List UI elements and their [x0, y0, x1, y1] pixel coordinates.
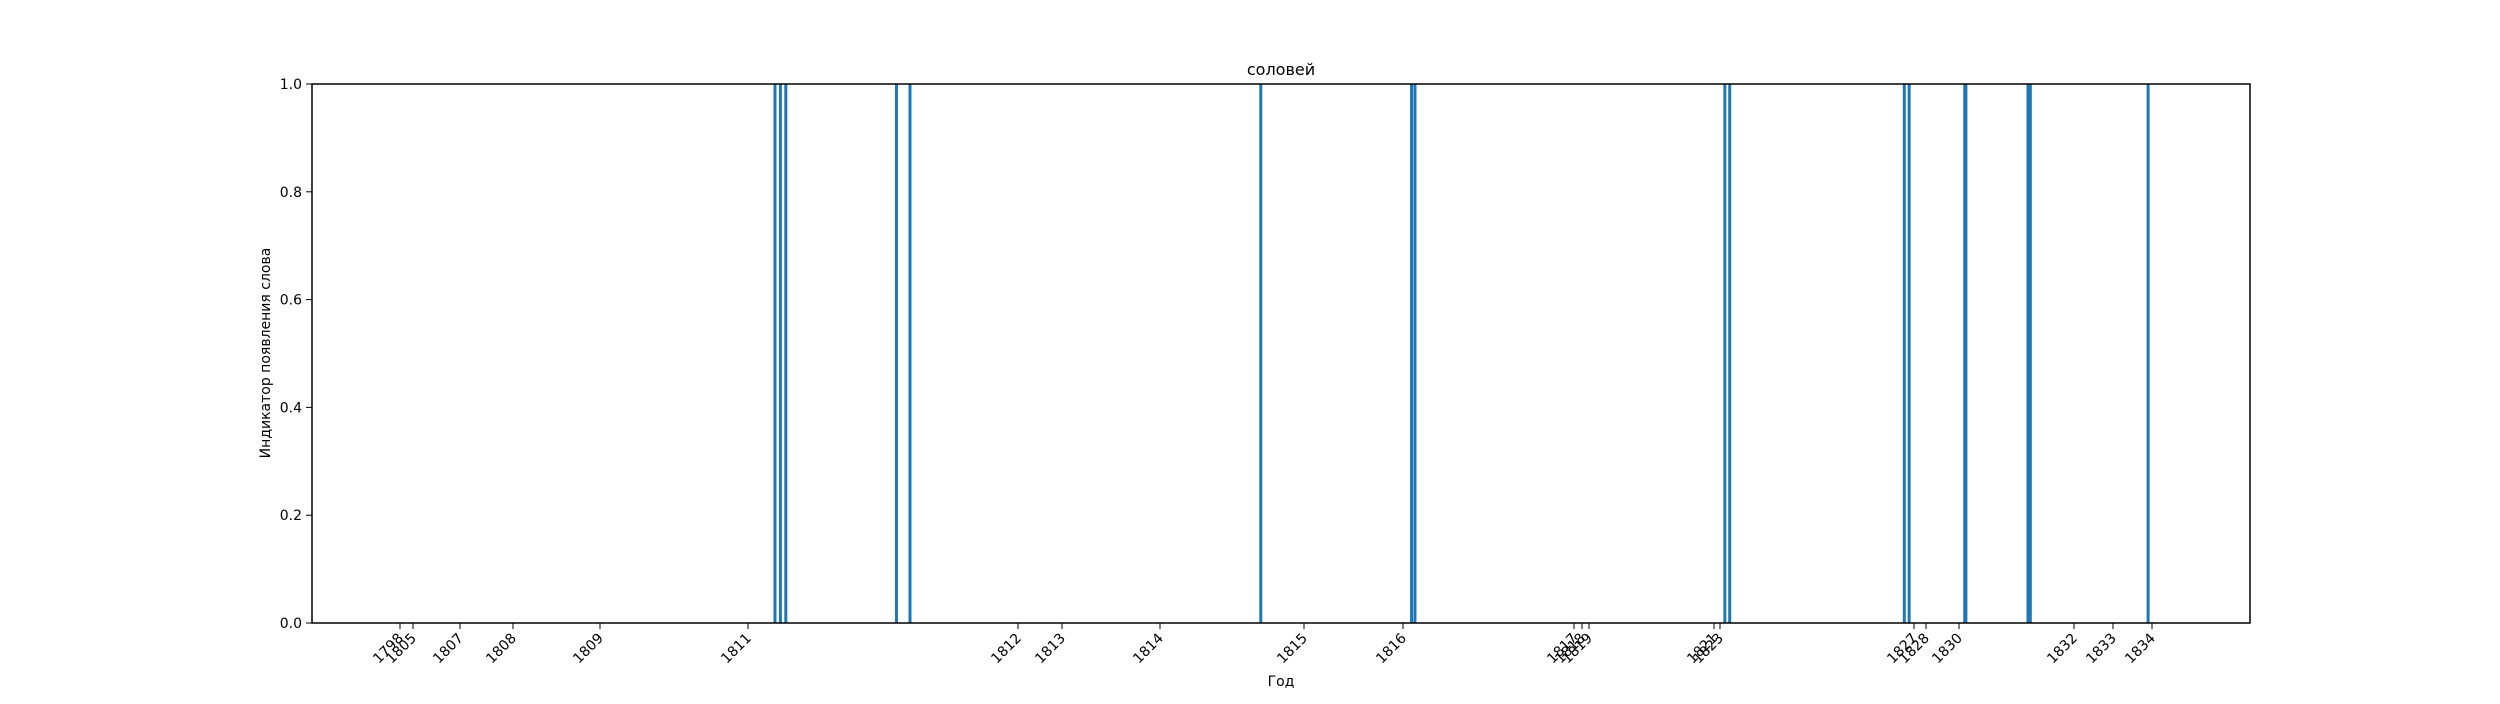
bar-3 [895, 84, 898, 623]
y-tick-label-3: 0.6 [280, 293, 302, 309]
bars-layer [773, 84, 2150, 623]
bar-8 [1723, 84, 1727, 623]
bar-16 [2028, 84, 2032, 623]
bar-0 [773, 84, 777, 623]
x-axis-label: Год [1268, 674, 1295, 690]
axes-frame [311, 83, 2251, 624]
y-tick-label-2: 0.4 [280, 400, 302, 416]
y-tick-label-0: 0.0 [280, 616, 302, 632]
y-tick-label-5: 1.0 [280, 77, 302, 93]
bar-10 [1902, 84, 1906, 623]
bar-2 [784, 84, 788, 623]
bar-1 [778, 84, 782, 623]
y-tick-label-4: 0.8 [280, 185, 302, 201]
bar-11 [1907, 84, 1911, 623]
bar-4 [908, 84, 912, 623]
axes-background [312, 84, 2250, 623]
bar-9 [1728, 84, 1732, 623]
chart-title: соловей [1247, 60, 1315, 79]
bar-7 [1413, 84, 1417, 623]
bar-5 [1259, 84, 1263, 623]
y-axis-label: Индикатор появления слова [258, 248, 274, 459]
bar-17 [2146, 84, 2150, 623]
bar-6 [1410, 84, 1414, 623]
y-tick-label-1: 0.2 [280, 508, 302, 524]
y-axis: 0.0 0.2 0.4 0.6 0.8 1.0 [280, 77, 312, 632]
bar-13 [1964, 84, 1968, 623]
